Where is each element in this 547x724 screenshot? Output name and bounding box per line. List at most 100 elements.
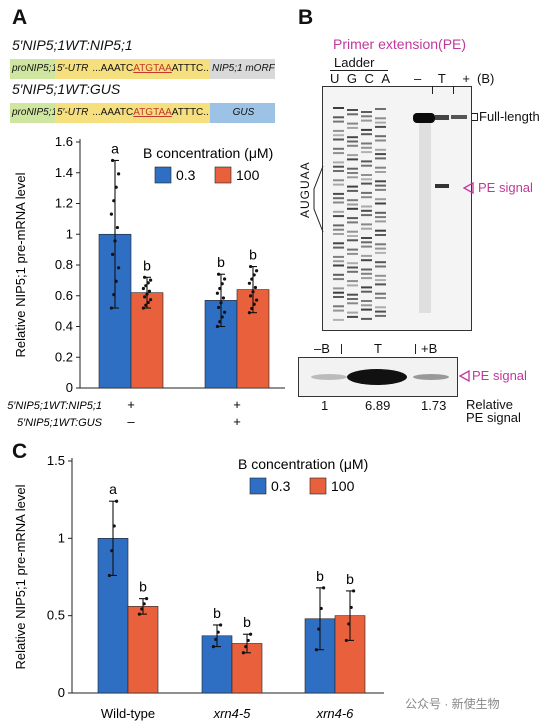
chart-c: 0 0.5 1 1.5 Relative NIP5;1 pre-mRNA level a b…: [13, 453, 384, 721]
ladder-band: [361, 142, 372, 145]
data-point: [145, 597, 149, 601]
data-point: [319, 606, 323, 611]
ladder-band: [347, 172, 358, 174]
ladder-band: [333, 305, 344, 308]
ladder-band: [375, 310, 386, 313]
significance-letter: b: [249, 247, 257, 263]
ladder-band: [375, 261, 386, 264]
ladder-band: [333, 255, 344, 258]
data-point: [252, 302, 256, 306]
construct2-bar: proNIP5;1 5′-UTR ...AAATC ATGTAA ATTTC..…: [10, 103, 275, 123]
ladder-band: [361, 254, 372, 257]
ladder-band: [333, 152, 344, 155]
ladder-band: [347, 298, 358, 300]
ladder-band: [375, 265, 386, 268]
y-tick-label: 1.2: [55, 196, 73, 211]
ladder-band: [361, 223, 372, 226]
legend-swatch: [309, 477, 327, 495]
ladder-band: [333, 215, 344, 218]
ladder-band: [361, 160, 372, 163]
significance-letter: a: [111, 140, 119, 156]
ladder-band: [347, 217, 358, 220]
y-tick-label: 1.4: [55, 165, 73, 180]
panel-c-letter: C: [12, 440, 28, 463]
ladder-band: [375, 157, 386, 160]
ladder-band: [375, 292, 386, 295]
panel-a-letter: A: [12, 6, 28, 29]
data-point: [107, 573, 111, 578]
ladder-band: [375, 180, 386, 183]
row1-mark: +: [233, 397, 241, 412]
data-point: [352, 589, 356, 593]
lane-g: G: [346, 71, 357, 86]
ladder-underline: [330, 70, 388, 71]
pe-signal-band-t: [435, 184, 449, 188]
lane-separator-2: [453, 86, 454, 94]
ladder-band: [347, 185, 358, 188]
ladder-band: [347, 293, 358, 296]
construct1-seq-left: ...AAATC: [92, 63, 134, 74]
data-point: [137, 612, 141, 616]
construct2-seq-left: ...AAATC: [92, 107, 134, 118]
y-axis-label: Relative NIP5;1 pre-mRNA level: [13, 484, 28, 669]
ladder-band: [333, 201, 344, 204]
data-point: [214, 637, 218, 641]
row-label-1: 5′NIP5;1WT:NIP5;1: [7, 400, 102, 412]
ladder-band: [347, 144, 358, 147]
data-point: [241, 651, 245, 655]
significance-letter: b: [346, 571, 354, 587]
gel-main-bands: [323, 87, 471, 330]
data-point: [217, 272, 221, 276]
data-point: [112, 293, 116, 297]
legend-swatch: [214, 166, 232, 184]
ladder-band: [347, 280, 358, 283]
ladder-band: [347, 262, 358, 265]
ladder-label: Ladder: [334, 55, 375, 70]
y-tick-label: 1.6: [55, 134, 73, 149]
y-tick-label: 1: [66, 226, 73, 241]
ladder-band: [361, 268, 372, 271]
ladder-band: [347, 284, 358, 287]
gel-bottom: [298, 357, 458, 397]
ladder-band: [347, 122, 358, 125]
data-point: [141, 286, 145, 291]
data-point: [218, 286, 222, 291]
data-point: [216, 630, 220, 634]
row-label-2: 5′NIP5;1WT:GUS: [17, 417, 103, 429]
x-tick-label: xrn4-5: [213, 706, 252, 721]
data-point: [252, 273, 256, 277]
data-point: [220, 315, 224, 319]
data-point: [110, 549, 114, 553]
data-point: [149, 298, 153, 302]
ladder-band: [361, 227, 372, 230]
ladder-band: [347, 158, 358, 161]
ladder-band: [347, 248, 358, 251]
significance-letter: b: [143, 257, 151, 273]
panel-b-letter: B: [298, 6, 314, 29]
construct1-promoter: proNIP5;1: [10, 59, 55, 79]
y-axis-label: Relative NIP5;1 pre-mRNA level: [13, 172, 28, 357]
data-point: [220, 282, 224, 286]
ladder-band: [375, 279, 386, 282]
row1-mark: +: [127, 397, 135, 412]
construct2-seq-motif: ATGTAA: [133, 107, 172, 118]
y-tick-label: 0: [58, 685, 65, 700]
legend-title: B concentration (μM): [143, 145, 273, 161]
ladder-band: [333, 233, 344, 235]
y-tick-label: 0.6: [55, 288, 73, 303]
value-t: 6.89: [365, 398, 391, 413]
legend-swatch: [154, 166, 172, 184]
ladder-band: [375, 117, 386, 120]
ladder-band: [361, 133, 372, 136]
y-tick-label: 0: [66, 380, 73, 395]
ladder-band: [361, 115, 372, 118]
pe-signal-label: PE signal: [478, 180, 533, 195]
ladder-band: [361, 290, 372, 293]
data-point: [111, 252, 115, 256]
y-tick-label: 1: [58, 530, 65, 545]
ladder-band: [375, 139, 386, 142]
ladder-band: [361, 241, 372, 244]
y-tick-label: 0.2: [55, 349, 73, 364]
data-point: [144, 303, 148, 307]
data-point: [223, 277, 227, 281]
